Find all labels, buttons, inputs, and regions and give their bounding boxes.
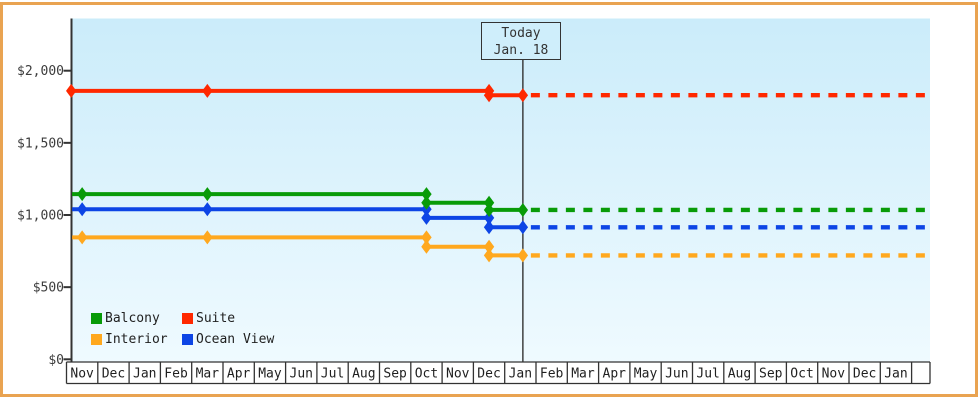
- month-label: Dec: [477, 367, 500, 382]
- today-date-label: Jan. 18: [493, 43, 549, 58]
- data-point-balcony: [76, 187, 88, 202]
- month-label: Feb: [164, 367, 188, 382]
- month-label: May: [634, 367, 658, 382]
- data-point-ocean-view: [517, 220, 529, 235]
- data-point-ocean-view: [483, 220, 495, 235]
- data-point-ocean-view: [421, 210, 432, 225]
- month-label: May: [258, 367, 282, 382]
- legend-swatch-ocean-view-icon: [182, 333, 193, 345]
- month-label: Mar: [571, 367, 595, 382]
- month-label: Jul: [696, 367, 719, 382]
- data-point-interior: [76, 230, 88, 245]
- month-label: Jan: [884, 367, 907, 382]
- plot-area: [72, 18, 930, 362]
- month-label: Nov: [446, 367, 470, 382]
- data-point-interior: [421, 239, 432, 254]
- month-label: Oct: [415, 367, 438, 382]
- data-point-ocean-view: [483, 210, 495, 225]
- legend-entry-suite: Suite: [182, 310, 274, 326]
- chart-legend: Balcony Suite Interior Ocean View: [91, 310, 275, 347]
- data-point-interior: [517, 248, 529, 263]
- legend-swatch-interior-icon: [91, 333, 102, 345]
- data-point-interior: [421, 230, 432, 245]
- legend-swatch-suite-icon: [182, 312, 193, 324]
- data-point-suite: [483, 88, 495, 103]
- month-label: Sep: [759, 367, 783, 382]
- month-label: Nov: [70, 367, 94, 382]
- month-label: Jun: [290, 367, 313, 382]
- month-label: Apr: [227, 367, 251, 382]
- month-label: Aug: [352, 367, 375, 382]
- month-label: Aug: [728, 367, 751, 382]
- month-label: Dec: [102, 367, 125, 382]
- month-label: Sep: [383, 367, 407, 382]
- data-point-balcony: [483, 202, 495, 217]
- data-point-balcony: [483, 195, 495, 210]
- data-point-interior: [483, 239, 495, 254]
- y-tick-label: $1,000: [17, 209, 64, 224]
- data-point-ocean-view: [76, 202, 88, 217]
- y-tick-label: $2,000: [17, 64, 64, 79]
- data-point-suite: [202, 83, 213, 98]
- data-point-interior: [202, 230, 213, 245]
- month-label: Apr: [603, 367, 627, 382]
- today-annotation-box: Today Jan. 18: [481, 22, 561, 60]
- month-label: Jul: [321, 367, 344, 382]
- data-point-interior: [483, 248, 495, 263]
- legend-label-suite: Suite: [196, 310, 236, 326]
- month-label: Dec: [853, 367, 876, 382]
- y-tick-label: $0: [48, 353, 64, 368]
- data-point-suite: [65, 83, 77, 98]
- y-tick-label: $1,500: [17, 136, 64, 151]
- legend-label-balcony: Balcony: [105, 310, 160, 326]
- data-point-balcony: [421, 195, 432, 210]
- legend-label-interior: Interior: [105, 331, 168, 347]
- legend-entry-ocean-view: Ocean View: [182, 331, 275, 347]
- month-label: Feb: [540, 367, 564, 382]
- month-label: Jan: [509, 367, 532, 382]
- month-label: Mar: [196, 367, 220, 382]
- legend-swatch-balcony-icon: [91, 312, 102, 324]
- month-label: Nov: [822, 367, 846, 382]
- y-tick-label: $500: [33, 281, 64, 296]
- legend-label-ocean-view: Ocean View: [196, 331, 275, 347]
- month-label: Jun: [665, 367, 688, 382]
- legend-entry-balcony: Balcony: [91, 310, 182, 326]
- data-point-balcony: [517, 202, 529, 217]
- month-label: Jan: [133, 367, 156, 382]
- data-point-balcony: [421, 187, 432, 202]
- data-point-ocean-view: [202, 202, 213, 217]
- today-label: Today: [501, 26, 541, 41]
- data-point-suite: [517, 88, 529, 103]
- legend-entry-interior: Interior: [91, 331, 182, 347]
- data-point-balcony: [202, 187, 213, 202]
- month-label: Oct: [790, 367, 813, 382]
